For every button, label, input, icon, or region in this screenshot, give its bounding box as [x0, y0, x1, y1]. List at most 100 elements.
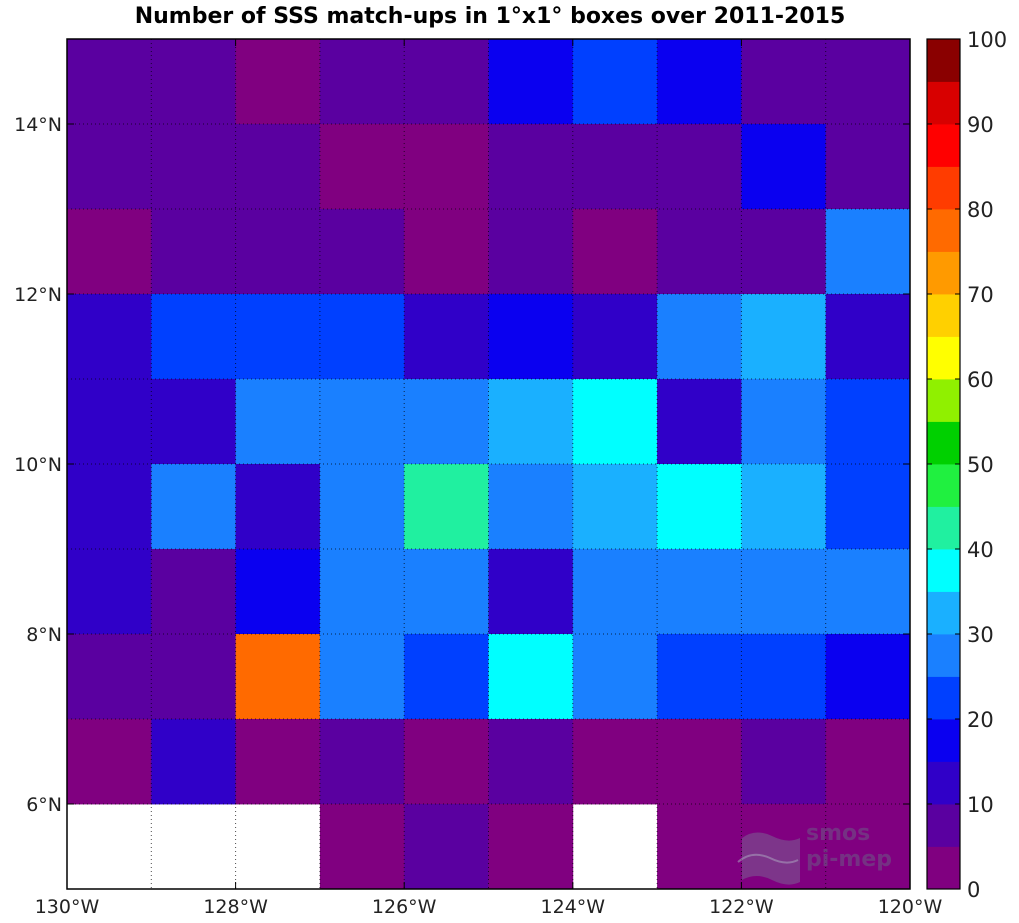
colorbar-tick-label: 90: [967, 113, 994, 137]
heatmap-cell: [657, 39, 742, 125]
heatmap-cell: [572, 209, 658, 295]
heatmap-cell: [825, 804, 911, 890]
colorbar: 0 10 20 30 40 50 60 70 80 90 100: [926, 28, 1007, 902]
colorbar-segment: [927, 39, 960, 82]
heatmap-cell: [572, 464, 658, 550]
heatmap-cell: [488, 294, 574, 380]
heatmap-cell: [319, 549, 405, 635]
grid-lines: [67, 39, 910, 889]
heatmap-cell: [404, 804, 489, 890]
x-tick-label: 126°W: [372, 896, 437, 918]
heatmap-cell: [488, 464, 574, 550]
y-tick-label: 6°N: [26, 794, 62, 816]
smos-pimep-logo: smos pi-mep: [737, 821, 892, 885]
heatmap-cell: [572, 294, 658, 380]
heatmap-cell: [488, 719, 574, 805]
heatmap-cell: [67, 549, 152, 635]
colorbar-segment: [927, 804, 960, 847]
colorbar-segment: [927, 166, 960, 210]
colorbar-tick-label: 10: [967, 793, 994, 817]
heatmap-cell: [488, 124, 574, 210]
colorbar-segment: [927, 719, 960, 762]
heatmap-cell: [825, 464, 911, 550]
heatmap-cell: [319, 39, 405, 125]
colorbar-segment: [927, 464, 960, 507]
colorbar-segment: [927, 251, 960, 295]
heatmap-cell: [657, 804, 742, 890]
heatmap-cell: [825, 379, 911, 465]
heatmap-cell: [151, 39, 236, 125]
heatmap-cell: [319, 634, 405, 720]
y-axis: 14°N 12°N 10°N 8°N 6°N: [14, 114, 910, 816]
heatmap-cell: [151, 379, 236, 465]
heatmap-cells: [67, 39, 911, 890]
colorbar-tick-label: 30: [967, 623, 994, 647]
chart-title: Number of SSS match-ups in 1°x1° boxes o…: [134, 4, 846, 29]
heatmap-cell: [404, 549, 489, 635]
watermark-line1: smos: [806, 821, 870, 846]
colorbar-tick-label: 60: [967, 368, 994, 392]
heatmap-cell: [319, 464, 405, 550]
heatmap-cell: [825, 124, 911, 210]
colorbar-tick-label: 80: [967, 198, 994, 222]
watermark-line2: pi-mep: [806, 847, 892, 872]
heatmap-cell: [151, 634, 236, 720]
heatmap-cell: [404, 209, 489, 295]
heatmap-cell: [741, 379, 827, 465]
heatmap-cell: [404, 719, 489, 805]
heatmap-cell: [235, 39, 321, 125]
colorbar-segment: [927, 421, 960, 465]
heatmap-cell: [235, 719, 321, 805]
heatmap-cell: [488, 39, 574, 125]
heatmap-cell: [572, 719, 658, 805]
heatmap-cell: [67, 464, 152, 550]
heatmap-cell: [488, 634, 574, 720]
heatmap-cell: [319, 294, 405, 380]
x-tick-label: 130°W: [35, 896, 100, 918]
heatmap-cell: [235, 124, 321, 210]
heatmap-cell: [825, 294, 911, 380]
x-tick-label: 128°W: [203, 896, 268, 918]
heatmap-cell: [657, 549, 742, 635]
heatmap-cell: [67, 379, 152, 465]
heatmap-cell: [404, 124, 489, 210]
colorbar-segment: [927, 761, 960, 805]
heatmap-cell: [488, 804, 574, 890]
y-tick-label: 10°N: [14, 454, 62, 476]
colorbar-segment: [927, 294, 960, 337]
heatmap-cell: [151, 549, 236, 635]
colorbar-segment: [927, 124, 960, 167]
heatmap-cell: [151, 209, 236, 295]
colorbar-segment: [927, 676, 960, 720]
y-tick-label: 8°N: [26, 624, 62, 646]
heatmap-cell: [825, 549, 911, 635]
heatmap-cell: [657, 209, 742, 295]
heatmap-cell: [235, 464, 321, 550]
heatmap-cell: [235, 549, 321, 635]
heatmap-cell: [235, 634, 321, 720]
x-axis: 130°W 128°W 126°W 124°W 122°W 120°W: [35, 39, 942, 918]
colorbar-tick-label: 20: [967, 708, 994, 732]
heatmap-cell: [67, 209, 152, 295]
heatmap-cell: [825, 209, 911, 295]
x-tick-label: 122°W: [709, 896, 774, 918]
heatmap-cell: [741, 634, 827, 720]
colorbar-tick-label: 0: [967, 878, 980, 902]
heatmap-cell: [741, 124, 827, 210]
heatmap-cell: [151, 124, 236, 210]
heatmap-cell: [572, 124, 658, 210]
colorbar-segment: [927, 336, 960, 380]
heatmap-cell: [657, 294, 742, 380]
heatmap-cell: [657, 464, 742, 550]
heatmap-cell: [657, 124, 742, 210]
heatmap-cell: [741, 294, 827, 380]
heatmap-cell: [404, 39, 489, 125]
heatmap-cell: [151, 719, 236, 805]
heatmap-cell: [319, 124, 405, 210]
colorbar-tick-label: 40: [967, 538, 994, 562]
heatmap-cell: [235, 209, 321, 295]
heatmap-cell: [825, 39, 911, 125]
heatmap-cell: [67, 719, 152, 805]
heatmap-cell: [741, 719, 827, 805]
